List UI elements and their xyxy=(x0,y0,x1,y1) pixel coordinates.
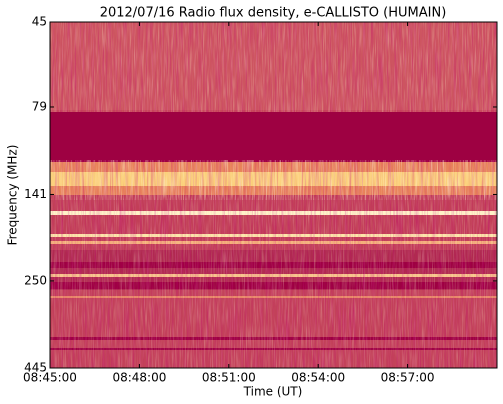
y-tick-label: 445 xyxy=(24,361,47,375)
plot-frame xyxy=(49,21,498,369)
spectrogram-image xyxy=(50,22,497,368)
chart-title: 2012/07/16 Radio flux density, e-CALLIST… xyxy=(100,6,447,21)
x-tick-label: 08:51:00 xyxy=(202,371,256,385)
x-tick-label: 08:48:00 xyxy=(112,371,166,385)
x-tick-label: 08:54:00 xyxy=(291,371,345,385)
y-axis-label: Frequency (MHz) xyxy=(6,145,20,246)
y-tick-label: 79 xyxy=(32,99,47,113)
x-tick-label: 08:45:00 xyxy=(23,371,77,385)
y-tick-label: 250 xyxy=(24,273,47,287)
x-axis-label: Time (UT) xyxy=(243,385,303,399)
x-tick-label: 08:57:00 xyxy=(381,371,435,385)
y-tick-label: 141 xyxy=(24,187,47,201)
y-tick-label: 45 xyxy=(32,15,47,29)
